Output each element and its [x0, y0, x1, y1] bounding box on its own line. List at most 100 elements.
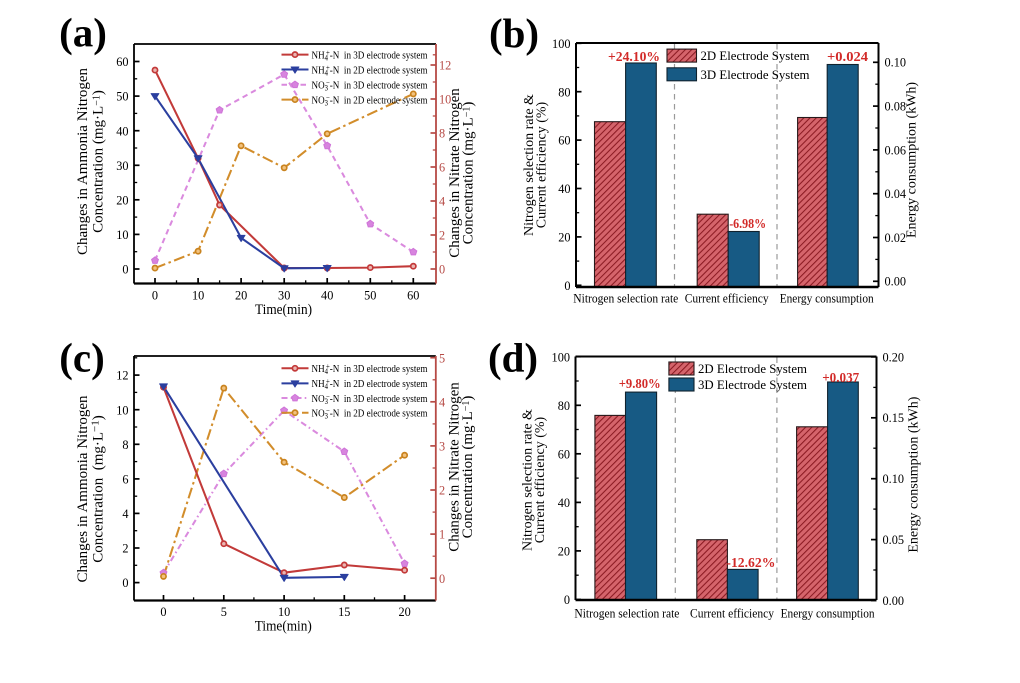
svg-text:4: 4 — [439, 195, 445, 209]
svg-text:8: 8 — [122, 438, 128, 452]
svg-text:60: 60 — [558, 447, 570, 461]
svg-text:80: 80 — [558, 399, 570, 413]
svg-text:Energy consumption (kWh): Energy consumption (kWh) — [907, 396, 922, 552]
svg-text:(a): (a) — [59, 10, 107, 56]
svg-text:60: 60 — [116, 55, 128, 69]
svg-text:NO3−-N in 3D electrode system: NO3−-N in 3D electrode system — [312, 392, 428, 406]
svg-text:0: 0 — [160, 605, 166, 619]
svg-text:Concentration (mg·L−1): Concentration (mg·L−1) — [461, 102, 477, 245]
svg-text:10: 10 — [439, 93, 451, 107]
svg-text:10: 10 — [192, 288, 204, 302]
svg-text:0.04: 0.04 — [885, 187, 907, 201]
svg-text:80: 80 — [558, 85, 570, 99]
svg-text:10: 10 — [116, 228, 128, 242]
svg-text:60: 60 — [407, 288, 419, 302]
svg-text:Energy consumption (kWh): Energy consumption (kWh) — [905, 82, 920, 238]
svg-text:3: 3 — [439, 440, 445, 454]
svg-text:2: 2 — [122, 542, 128, 556]
svg-text:12: 12 — [439, 59, 451, 73]
svg-text:30: 30 — [116, 159, 128, 173]
svg-text:20: 20 — [558, 231, 570, 245]
svg-text:60: 60 — [558, 134, 570, 148]
svg-text:Concentration (mg·L−1): Concentration (mg·L−1) — [460, 396, 476, 539]
svg-text:+0.037: +0.037 — [822, 370, 859, 385]
svg-text:1: 1 — [439, 528, 445, 542]
svg-text:(c): (c) — [59, 335, 105, 381]
svg-text:0.06: 0.06 — [885, 143, 907, 157]
svg-text:0.10: 0.10 — [885, 56, 907, 70]
svg-text:Nitrogen selection rate &: Nitrogen selection rate & — [522, 94, 537, 236]
svg-text:2: 2 — [439, 229, 445, 243]
svg-text:4: 4 — [439, 395, 445, 409]
svg-text:Current efficiency (%): Current efficiency (%) — [535, 101, 550, 228]
svg-text:20: 20 — [558, 545, 570, 559]
svg-text:+24.10%: +24.10% — [608, 49, 660, 64]
svg-text:0: 0 — [564, 593, 570, 607]
svg-text:Nitrogen selection rate &: Nitrogen selection rate & — [521, 409, 536, 551]
svg-text:NH4+-N in 3D electrode system: NH4+-N in 3D electrode system — [312, 48, 428, 62]
svg-text:15: 15 — [338, 605, 350, 619]
svg-text:0.08: 0.08 — [885, 100, 907, 114]
svg-text:0.05: 0.05 — [883, 533, 905, 547]
svg-text:Changes in Nitrate Nitrogen: Changes in Nitrate Nitrogen — [447, 88, 463, 258]
svg-text:0.10: 0.10 — [883, 472, 905, 486]
svg-text:40: 40 — [558, 496, 570, 510]
svg-text:20: 20 — [398, 605, 410, 619]
svg-text:Nitrogen selection rate: Nitrogen selection rate — [574, 606, 679, 620]
svg-text:Concentration (mg·L−1): Concentration (mg·L−1) — [91, 90, 107, 233]
svg-text:0.20: 0.20 — [883, 350, 905, 364]
svg-text:(b): (b) — [489, 10, 539, 56]
svg-text:Changes in Nitrate Nitrogen: Changes in Nitrate Nitrogen — [447, 382, 463, 552]
svg-text:0: 0 — [122, 263, 128, 277]
svg-text:3D Electrode System: 3D Electrode System — [701, 68, 810, 82]
svg-text:40: 40 — [558, 182, 570, 196]
svg-text:+0.024: +0.024 — [827, 49, 868, 64]
svg-text:Changes in Ammonia Nitrogen: Changes in Ammonia Nitrogen — [75, 395, 91, 583]
svg-text:30: 30 — [278, 288, 290, 302]
svg-text:20: 20 — [116, 193, 128, 207]
svg-text:12: 12 — [116, 369, 128, 383]
svg-text:Current efficiency: Current efficiency — [690, 606, 775, 620]
svg-text:6: 6 — [439, 161, 445, 175]
svg-text:NH4+-N in 2D electrode system: NH4+-N in 2D electrode system — [312, 377, 428, 391]
svg-text:NO3−-N in 2D electrode system: NO3−-N in 2D electrode system — [312, 93, 428, 107]
svg-text:Energy consumption: Energy consumption — [780, 292, 874, 306]
svg-text:0.00: 0.00 — [883, 594, 905, 608]
svg-text:Current efficiency (%): Current efficiency (%) — [533, 416, 548, 543]
svg-text:40: 40 — [116, 124, 128, 138]
svg-text:-6.98%: -6.98% — [729, 216, 766, 231]
svg-text:5: 5 — [221, 605, 227, 619]
svg-text:Energy consumption: Energy consumption — [781, 606, 875, 620]
svg-text:Current efficiency: Current efficiency — [685, 292, 770, 306]
svg-text:NO3−-N in 3D electrode system: NO3−-N in 3D electrode system — [312, 78, 428, 92]
svg-text:10: 10 — [278, 605, 290, 619]
svg-text:100: 100 — [552, 37, 570, 51]
svg-text:(d): (d) — [488, 335, 538, 381]
svg-text:5: 5 — [439, 351, 445, 365]
svg-text:50: 50 — [364, 288, 376, 302]
svg-text:100: 100 — [552, 350, 570, 364]
svg-text:0: 0 — [152, 288, 158, 302]
svg-text:-12.62%: -12.62% — [726, 555, 775, 570]
svg-text:8: 8 — [439, 127, 445, 141]
svg-text:0: 0 — [122, 576, 128, 590]
svg-text:0: 0 — [439, 572, 445, 586]
svg-text:40: 40 — [321, 288, 333, 302]
svg-text:50: 50 — [116, 90, 128, 104]
svg-text:20: 20 — [235, 288, 247, 302]
svg-text:Time(min): Time(min) — [255, 302, 312, 318]
svg-text:NO3−-N in 2D electrode system: NO3−-N in 2D electrode system — [312, 406, 428, 420]
svg-text:Time(min): Time(min) — [255, 619, 312, 635]
svg-text:10: 10 — [116, 403, 128, 417]
svg-text:Concentration (mg·L−1): Concentration (mg·L−1) — [90, 415, 107, 563]
svg-text:NH4+-N in 2D electrode system: NH4+-N in 2D electrode system — [312, 63, 428, 77]
svg-text:Nitrogen selection rate: Nitrogen selection rate — [573, 292, 678, 306]
svg-text:+9.80%: +9.80% — [619, 376, 661, 391]
svg-text:0.15: 0.15 — [883, 411, 905, 425]
svg-text:0: 0 — [439, 263, 445, 277]
svg-text:Changes in Ammonia Nitrogen: Changes in Ammonia Nitrogen — [75, 67, 91, 255]
svg-text:NH4+-N in 3D electrode system: NH4+-N in 3D electrode system — [312, 362, 428, 376]
svg-text:0.02: 0.02 — [885, 231, 907, 245]
svg-text:4: 4 — [122, 507, 128, 521]
svg-text:2D Electrode System: 2D Electrode System — [701, 49, 810, 63]
